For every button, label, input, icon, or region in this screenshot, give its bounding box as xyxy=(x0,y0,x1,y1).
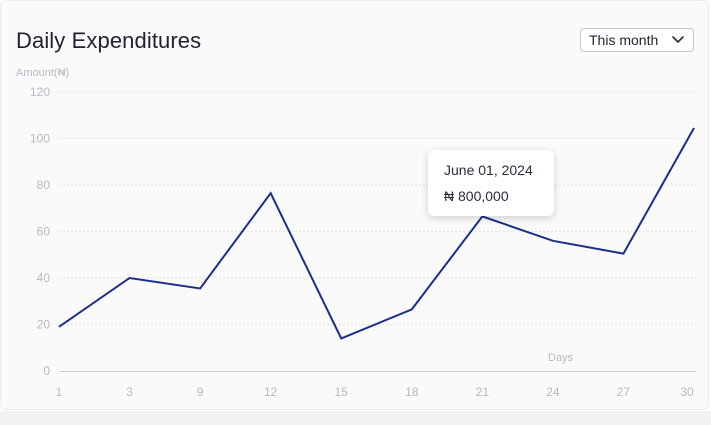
chart-card xyxy=(0,0,709,410)
x-axis-ticks: 1 3 9 12 15 18 21 24 27 30 xyxy=(56,385,694,399)
chart-title: Daily Expenditures xyxy=(16,28,202,53)
chevron-down-icon xyxy=(672,36,684,43)
x-tick-label: 18 xyxy=(405,385,419,399)
tooltip-date: June 01, 2024 xyxy=(444,162,533,178)
x-tick-label: 9 xyxy=(197,385,204,399)
x-tick-label: 1 xyxy=(56,385,63,399)
x-tick-label: 12 xyxy=(264,385,278,399)
x-tick-label: 21 xyxy=(476,385,490,399)
date-range-select-value: This month xyxy=(589,32,659,48)
y-tick-label: 120 xyxy=(30,85,50,99)
y-tick-label: 40 xyxy=(37,271,51,285)
x-tick-label: 27 xyxy=(617,385,631,399)
bottom-strip xyxy=(0,411,711,425)
y-tick-label: 60 xyxy=(37,225,51,239)
y-tick-label: 20 xyxy=(37,318,51,332)
tooltip-value: ₦ 800,000 xyxy=(444,188,509,204)
y-axis-title: Amount(₦) xyxy=(16,67,69,79)
x-tick-label: 15 xyxy=(335,385,349,399)
series-line xyxy=(58,127,695,340)
date-range-select[interactable]: This month xyxy=(580,28,694,52)
x-tick-label: 24 xyxy=(546,385,560,399)
y-axis-ticks: 0 20 40 60 80 100 120 xyxy=(30,85,50,378)
series-layer xyxy=(58,127,695,340)
y-tick-label: 0 xyxy=(43,364,50,378)
grid-lines xyxy=(59,91,696,325)
x-axis-title: Days xyxy=(548,352,574,364)
data-point-tooltip: June 01, 2024 ₦ 800,000 xyxy=(428,150,554,216)
y-tick-label: 80 xyxy=(37,178,51,192)
y-tick-label: 100 xyxy=(30,132,50,146)
x-tick-label: 30 xyxy=(680,385,694,399)
x-tick-label: 3 xyxy=(126,385,133,399)
